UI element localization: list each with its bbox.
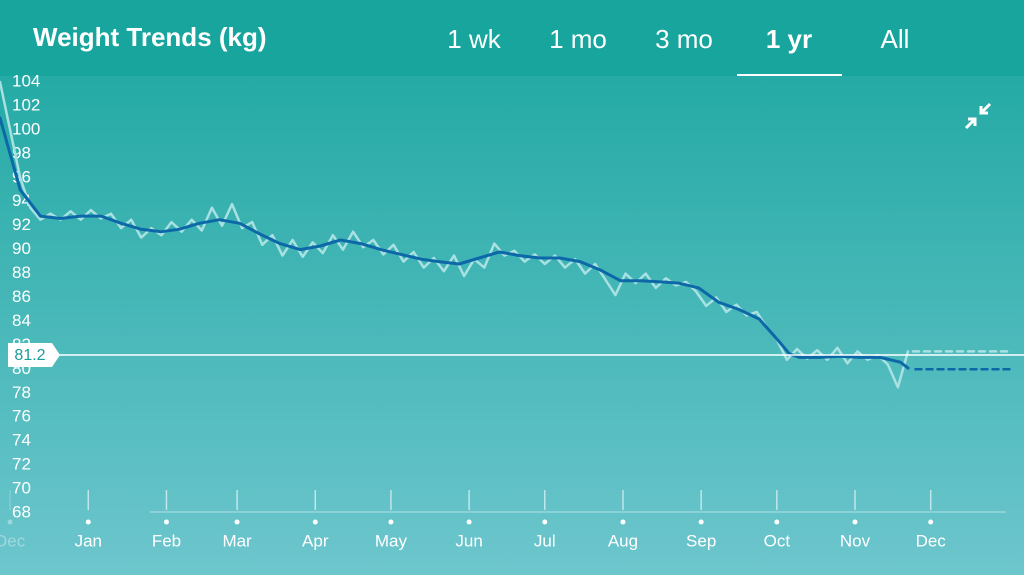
x-tick-dot — [312, 519, 318, 525]
x-tick-dot — [388, 519, 394, 525]
x-tick-label: Jul — [534, 531, 556, 550]
x-tick-dot — [234, 519, 240, 525]
range-tab[interactable]: 1 yr — [765, 24, 813, 54]
y-tick-label: 88 — [12, 263, 31, 282]
collapse-icon[interactable] — [964, 102, 992, 130]
x-tick-label: Dec — [0, 531, 26, 550]
x-tick-label: Mar — [222, 531, 252, 550]
series-line — [0, 80, 910, 389]
y-tick-label: 90 — [12, 239, 31, 258]
x-tick-dot — [774, 519, 780, 525]
x-tick-dot — [852, 519, 858, 525]
x-tick-label: Jan — [75, 531, 102, 550]
y-tick-label: 92 — [12, 215, 31, 234]
x-tick-label: Dec — [916, 531, 947, 550]
series-line — [0, 116, 910, 370]
x-tick-label: Nov — [840, 531, 871, 550]
y-tick-label: 100 — [12, 119, 40, 138]
x-tick-dot — [163, 519, 169, 525]
y-tick-label: 74 — [12, 431, 31, 450]
y-tick-label: 72 — [12, 455, 31, 474]
y-tick-label: 86 — [12, 287, 31, 306]
range-tab[interactable]: 1 mo — [549, 24, 607, 54]
x-tick-label: Sep — [686, 531, 716, 550]
range-tab[interactable]: 3 mo — [655, 24, 713, 54]
y-tick-label: 102 — [12, 95, 40, 114]
y-tick-label: 70 — [12, 479, 31, 498]
y-tick-label: 76 — [12, 407, 31, 426]
x-tick-dot — [7, 519, 13, 525]
x-tick-dot — [620, 519, 626, 525]
title: Weight Trends (kg) — [33, 22, 267, 52]
header: Weight Trends (kg) 1 wk 1 mo 3 mo 1 yr All — [0, 0, 1024, 76]
x-tick-dot — [466, 519, 472, 525]
x-tick-label: Apr — [302, 531, 329, 550]
goal-badge — [8, 342, 60, 367]
x-tick-dot — [542, 519, 548, 525]
x-tick-label: Feb — [152, 531, 181, 550]
x-tick-dot — [698, 519, 704, 525]
x-tick-dot — [85, 519, 91, 525]
y-tick-label: 68 — [12, 502, 31, 521]
y-tick-label: 84 — [12, 311, 31, 330]
x-tick-dot — [928, 519, 934, 525]
goal-label: 81.2 — [14, 347, 45, 364]
x-tick-label: Aug — [608, 531, 638, 550]
x-tick-label: May — [375, 531, 408, 550]
x-tick-label: Jun — [455, 531, 482, 550]
y-tick-label: 104 — [12, 71, 40, 90]
y-tick-label: 78 — [12, 383, 31, 402]
range-tab[interactable]: 1 wk — [447, 24, 501, 54]
x-tick-label: Oct — [764, 531, 791, 550]
tab-underline — [737, 74, 842, 76]
range-tab[interactable]: All — [880, 24, 910, 54]
